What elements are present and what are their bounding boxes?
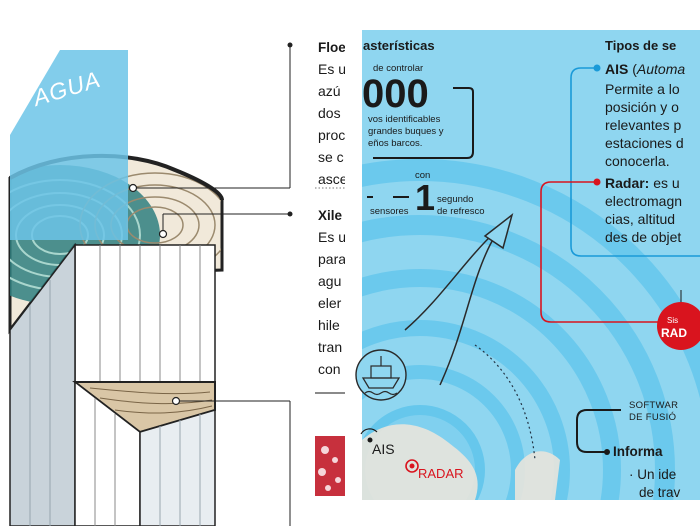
stem-column-side bbox=[9, 242, 76, 526]
xilema-line: agu bbox=[318, 273, 342, 289]
radar-name: Radar: bbox=[605, 175, 650, 191]
ais-connector bbox=[570, 67, 700, 257]
coastline bbox=[362, 424, 478, 500]
sensor-types-heading: Tipos de se bbox=[605, 38, 677, 53]
water-arrow bbox=[10, 50, 128, 240]
vessel-count: 000 bbox=[362, 72, 429, 116]
ais-desc-line: Permite a lo bbox=[605, 81, 680, 97]
floema-line: proc bbox=[318, 127, 345, 143]
software-line: DE FUSIÓ bbox=[629, 412, 677, 423]
control-intro: de controlar bbox=[373, 63, 424, 74]
radar-desc-line: electromagn bbox=[605, 193, 683, 209]
badge-line: RAD bbox=[661, 326, 687, 340]
plant-stem-illustration bbox=[8, 42, 345, 526]
radar-connector bbox=[540, 181, 663, 323]
ais-full-name: Automa bbox=[636, 61, 686, 77]
radar-map-label: RADAR bbox=[418, 466, 464, 481]
info-bullet: · Un ide bbox=[629, 467, 677, 482]
floema-line: se c bbox=[318, 149, 344, 165]
ais-name: AIS bbox=[605, 61, 629, 77]
xilema-line: para bbox=[318, 251, 345, 267]
ais-desc-line: posición y o bbox=[605, 99, 679, 115]
floema-line: asce bbox=[318, 171, 345, 187]
right-infographic-page: asterísticas de controlar 000 vos identi… bbox=[345, 0, 700, 526]
floema-heading: Floe bbox=[318, 40, 345, 55]
sensors-label: sensores bbox=[370, 206, 409, 217]
badge-line: Sis bbox=[667, 316, 679, 325]
refresh-line: segundo bbox=[437, 194, 474, 205]
radar-first-words: es u bbox=[649, 175, 680, 191]
ais-desc-line: relevantes p bbox=[605, 117, 682, 133]
floema-line: azú bbox=[318, 83, 341, 99]
vessel-desc-line: grandes buques y bbox=[368, 126, 444, 137]
ais-map-label: AIS bbox=[372, 441, 395, 457]
stem-column-front bbox=[74, 244, 216, 391]
floema-line: Es u bbox=[318, 61, 345, 77]
vessel-desc-line: vos identificables bbox=[368, 114, 441, 125]
xilema-heading: Xile bbox=[318, 208, 343, 223]
xilema-line: eler bbox=[318, 295, 342, 311]
radar-system-badge bbox=[657, 302, 700, 350]
sea-surveillance-map bbox=[355, 30, 700, 500]
ship-icon bbox=[355, 349, 407, 401]
radar-desc-line: cias, altitud bbox=[605, 211, 676, 227]
ais-desc-line: estaciones d bbox=[605, 135, 684, 151]
ais-desc-line: conocerla. bbox=[605, 153, 670, 169]
floema-line: dos bbox=[318, 105, 341, 121]
characteristics-heading: asterísticas bbox=[363, 38, 435, 53]
refresh-line: de refresco bbox=[437, 206, 485, 217]
info-bullet-continued: de trav bbox=[639, 485, 681, 500]
refresh-value: 1 bbox=[415, 177, 436, 218]
ais-title: AIS (Automa bbox=[605, 58, 685, 80]
con-label: con bbox=[415, 170, 431, 181]
radar-desc-line: des de objet bbox=[605, 229, 682, 245]
xilema-line: con bbox=[318, 361, 341, 377]
xilema-section: Xile Es u para agu eler hile tran con bbox=[318, 206, 345, 380]
left-infographic-page: AGUA Floe Es u azú dos proc se c asce Xi… bbox=[0, 0, 345, 526]
xilema-line: Es u bbox=[318, 229, 345, 245]
vessel-desc-line: eños barcos. bbox=[368, 138, 423, 149]
xilema-line: tran bbox=[318, 339, 343, 355]
ais-paren: ( bbox=[628, 61, 637, 77]
radar-title: Radar: es u bbox=[605, 172, 680, 194]
coverage-rings bbox=[362, 159, 700, 500]
xilema-line: hile bbox=[318, 317, 340, 333]
floema-section: Floe Es u azú dos proc se c asce bbox=[318, 38, 345, 190]
info-heading: Informa bbox=[613, 444, 663, 459]
software-line: SOFTWAR bbox=[629, 400, 679, 411]
